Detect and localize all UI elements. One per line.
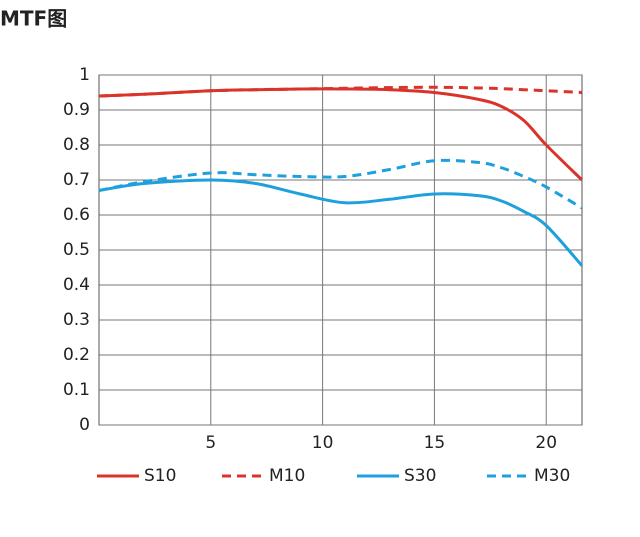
series-line xyxy=(98,158,583,210)
y-tick-label: 0.4 xyxy=(63,275,90,295)
y-tick-label: 1 xyxy=(79,65,90,85)
legend-label: M30 xyxy=(534,466,570,486)
x-tick-label: 15 xyxy=(424,433,446,453)
y-tick-label: 0.5 xyxy=(63,240,90,260)
y-tick-label: 0.1 xyxy=(63,380,90,400)
x-tick-label: 5 xyxy=(205,433,216,453)
y-tick-label: 0.8 xyxy=(63,135,90,155)
series-line xyxy=(98,178,584,267)
y-tick-label: 0.9 xyxy=(63,100,90,120)
y-tick-label: 0.7 xyxy=(63,170,90,190)
y-tick-label: 0.6 xyxy=(63,205,90,225)
legend-label: S30 xyxy=(404,466,436,486)
x-tick-label: 20 xyxy=(535,433,557,453)
series-line xyxy=(98,87,584,182)
x-tick-label: 10 xyxy=(312,433,334,453)
y-tick-label: 0.2 xyxy=(63,345,90,365)
series-line xyxy=(98,85,583,98)
chart-title: MTF图 xyxy=(0,7,67,31)
y-tick-label: 0 xyxy=(79,415,90,435)
legend-label: M10 xyxy=(269,466,305,486)
legend-label: S10 xyxy=(144,466,176,486)
y-tick-label: 0.3 xyxy=(63,310,90,330)
